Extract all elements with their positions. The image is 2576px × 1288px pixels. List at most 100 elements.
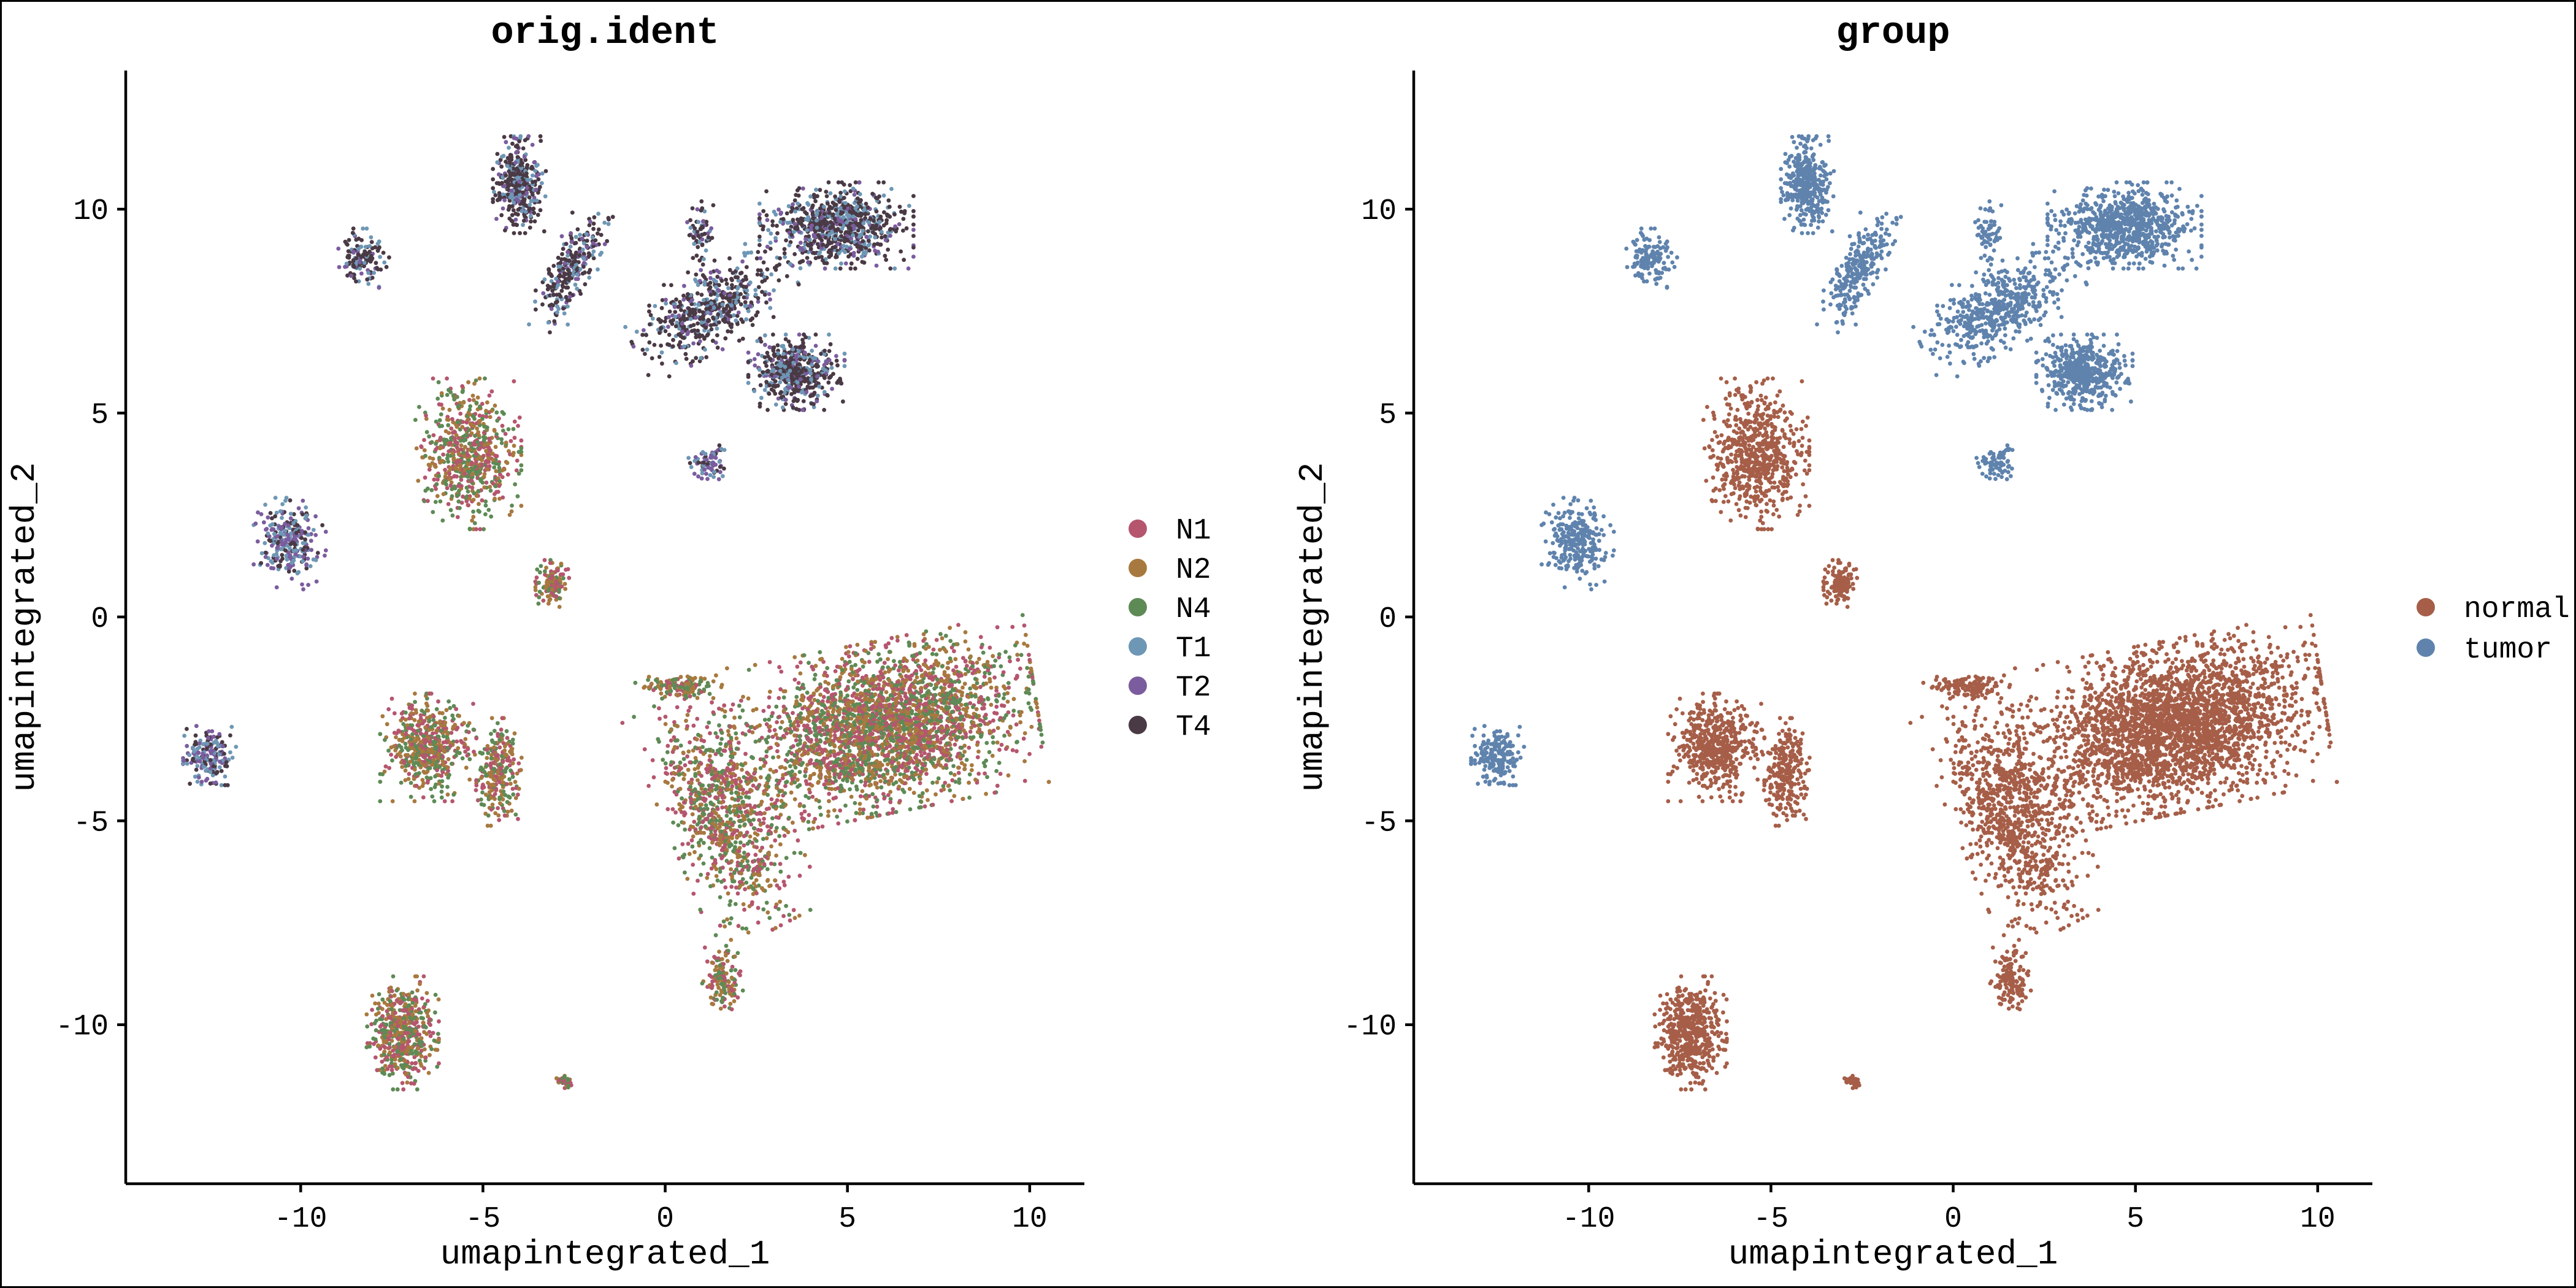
cell-point [753,767,757,772]
cell-point [483,512,488,516]
cell-point [941,749,946,753]
cell-point [729,867,733,872]
cell-point [811,772,816,776]
cell-point [683,827,687,832]
cell-point [957,771,961,775]
cell-point [928,699,932,703]
cell-point [721,769,725,773]
cell-point [683,763,688,767]
cell-point [708,884,713,889]
cell-point [945,724,949,729]
cell-point [707,748,711,752]
cell-point [754,786,759,790]
cell-point [857,753,861,757]
cell-point [919,749,923,754]
cell-point [768,689,772,694]
cell-point [732,871,737,875]
cell-point [878,702,883,707]
cell-point [730,976,734,980]
cell-point [742,843,746,848]
cell-point [960,746,964,750]
cell-point [775,826,779,830]
cell-point [719,880,724,884]
cell-point [878,716,882,721]
cell-point [792,829,797,833]
cell-point [723,924,727,929]
cell-point [829,715,834,719]
cell-point [793,678,797,682]
cell-point [880,785,884,789]
cell-point [968,686,972,691]
cell-point [926,740,930,745]
cell-point [973,694,978,699]
cell-point [717,750,721,754]
cell-point [749,808,754,812]
cell-point [779,737,783,741]
cell-point [745,771,749,775]
cell-point [834,715,838,719]
cell-point [857,667,862,672]
cell-point [825,666,829,670]
cell-point [821,824,825,829]
cell-point [450,451,454,455]
cell-point [483,377,487,381]
cell-point [826,814,830,818]
cell-point [870,749,874,754]
cell-point [694,756,698,761]
cell-point [878,813,882,818]
cell-point [999,664,1003,669]
cell-point [955,735,959,740]
cell-point [686,749,691,754]
cell-point [743,752,748,756]
cell-point [910,742,914,746]
cell-point [510,509,514,513]
cell-point [857,770,862,774]
cell-point [798,715,802,719]
cell-point [708,846,712,850]
cell-point [738,819,743,823]
cell-point [685,754,689,759]
cell-point [507,427,511,432]
cell-point [1018,720,1022,724]
cell-point [853,663,857,667]
cell-point [706,872,710,876]
cell-point [512,379,516,383]
cell-point [1008,726,1013,730]
cell-point [937,760,941,764]
cell-point [739,785,743,789]
cell-point [713,833,718,837]
cell-point [923,804,927,808]
cell-point [444,429,448,434]
cell-point [882,716,886,720]
cell-point [742,855,746,859]
cell-point [873,692,878,697]
cell-point [792,655,797,659]
cell-point [483,499,488,504]
cell-point [795,686,800,691]
cell-point [911,657,916,662]
cell-point [713,956,718,960]
cell-point [846,707,851,711]
cell-point [864,707,868,711]
cell-point [997,694,1001,698]
cell-point [768,660,772,664]
cell-point [838,691,843,695]
cell-point [777,665,781,669]
cell-point [448,706,452,710]
cell-point [463,445,467,449]
cell-point [749,725,753,729]
cell-point [997,761,1002,765]
cell-point [833,729,837,734]
cell-point [723,885,727,889]
cell-point [452,397,456,402]
cell-point [478,413,482,418]
cell-point [485,415,489,419]
cell-point [487,437,491,441]
cell-point [952,794,956,798]
cell-point [905,749,909,754]
cell-point [991,735,995,739]
cell-point [859,691,863,696]
cell-point [992,791,997,795]
cell-point [1039,745,1043,749]
cell-point [488,394,492,398]
